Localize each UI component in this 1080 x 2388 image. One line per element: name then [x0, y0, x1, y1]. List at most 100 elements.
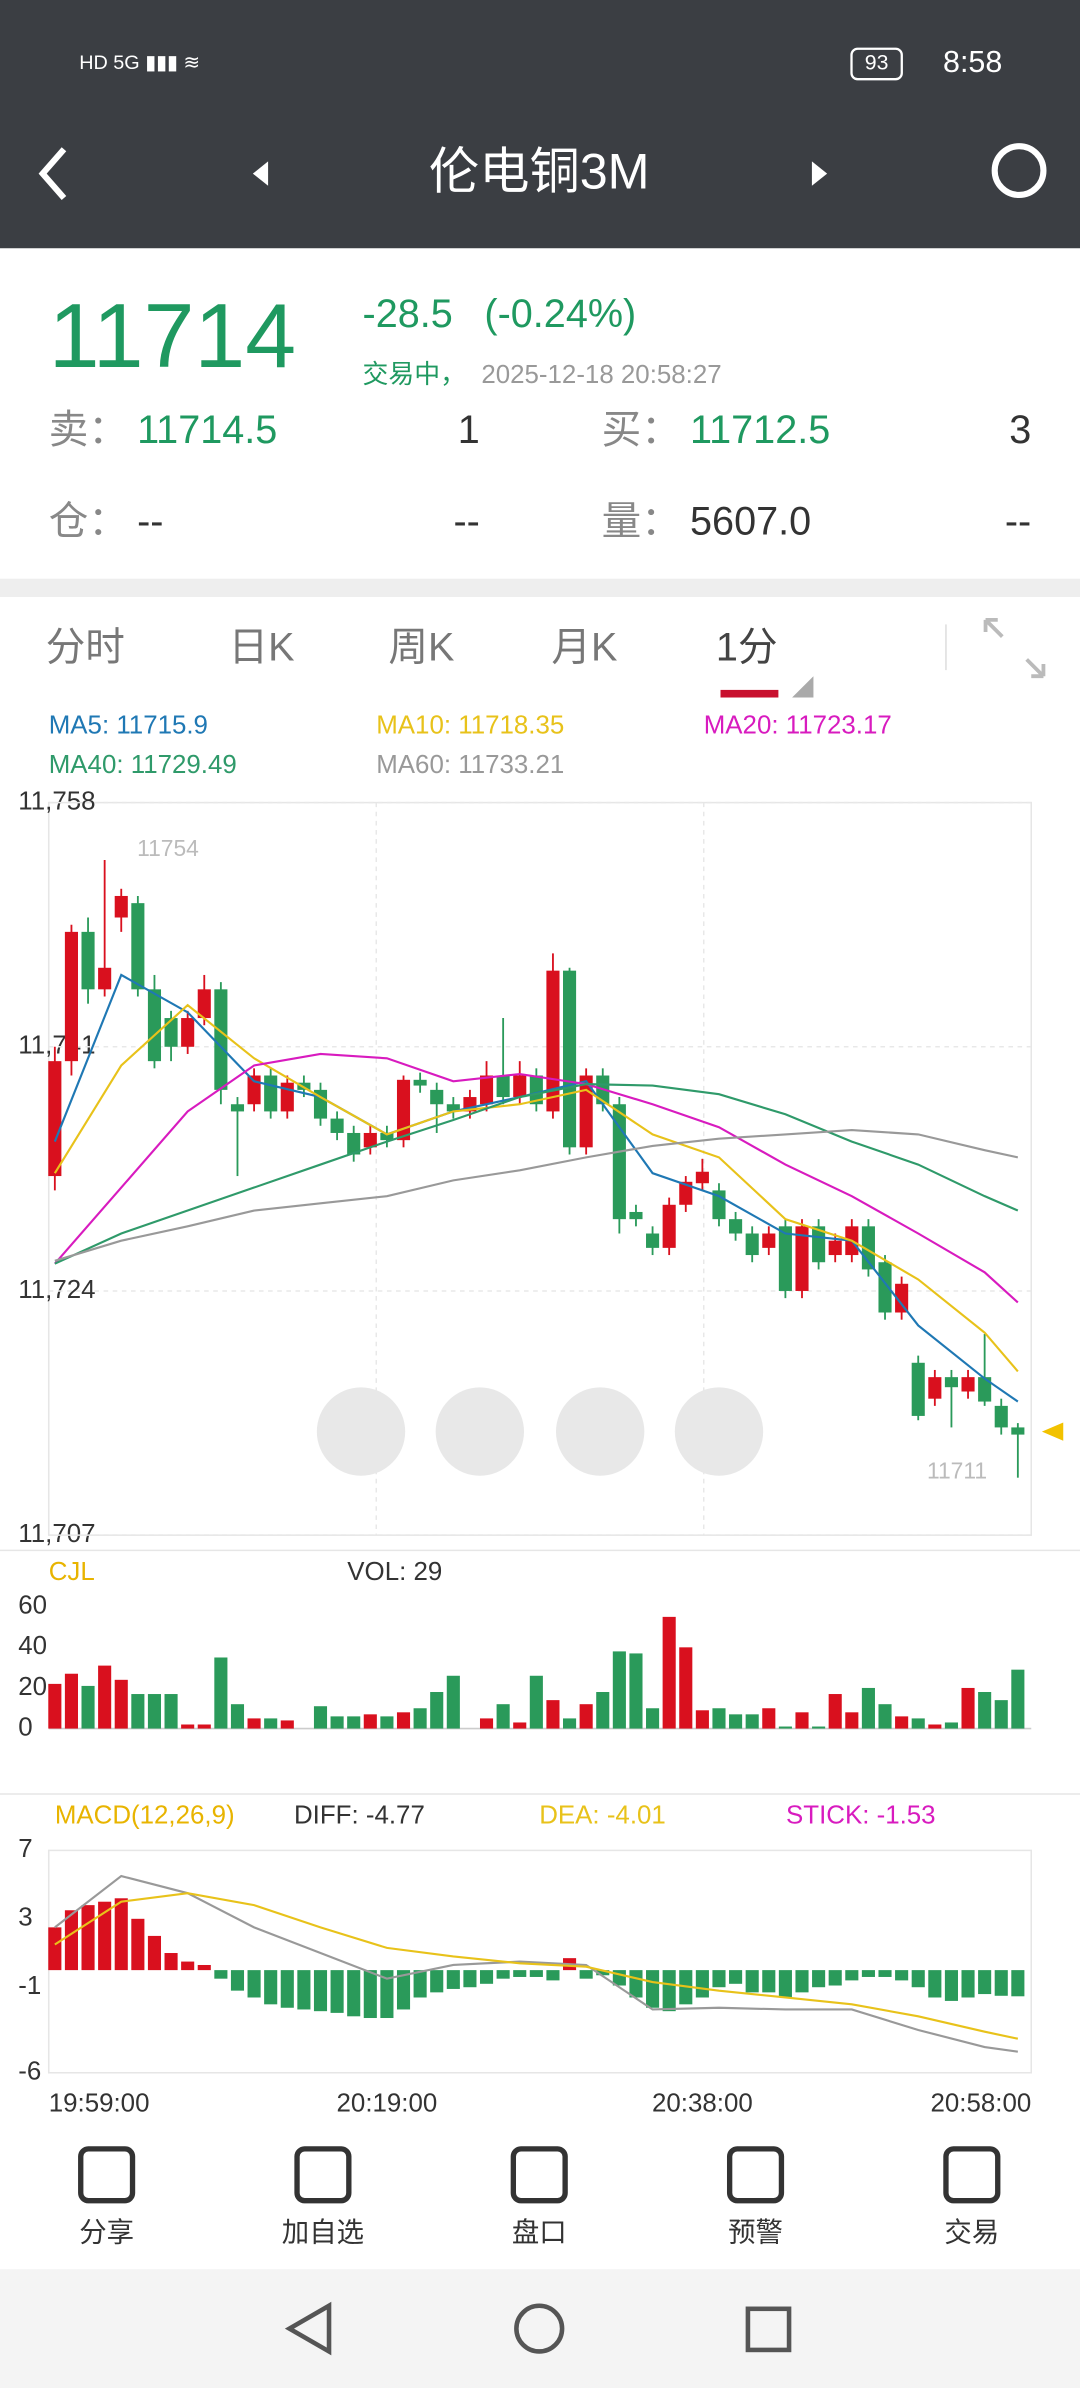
candle-body [878, 1262, 892, 1313]
tab-dropdown[interactable] [792, 676, 814, 698]
volume-bar [944, 1722, 958, 1729]
nav-label[interactable]: 预警 [728, 2216, 783, 2247]
macd-stick [994, 1970, 1008, 1996]
macd-stick [98, 1901, 112, 1971]
nav-label[interactable]: 交易 [944, 2216, 999, 2247]
sys-back[interactable] [284, 2301, 332, 2356]
sys-home[interactable] [514, 2303, 565, 2354]
macd-stick [479, 1970, 494, 1984]
quote-cell: 买： [602, 408, 681, 452]
y-tick-label: 0 [18, 1713, 32, 1741]
zoom-in-button[interactable] [555, 1387, 645, 1476]
fullscreen-button[interactable] [983, 617, 1046, 679]
candle-body [147, 989, 162, 1062]
macd-stick [396, 1970, 411, 2010]
candle-body [380, 1132, 394, 1141]
candle-body [363, 1132, 377, 1148]
legend-entry: DIFF: -4.77 [294, 1802, 425, 1830]
nav-label[interactable]: 盘口 [512, 2216, 567, 2247]
nav-icon [726, 2146, 785, 2204]
service-button[interactable] [991, 143, 1047, 198]
candle-body [994, 1405, 1008, 1428]
pan-right-button[interactable] [435, 1387, 525, 1476]
volume-bar [413, 1708, 427, 1729]
quote-cell: -- [137, 499, 163, 543]
volume-bar [396, 1712, 411, 1729]
tab[interactable]: 周K [388, 626, 454, 670]
change: -28.5 [363, 292, 453, 336]
macd-stick [446, 1970, 460, 1989]
macd-stick [413, 1970, 427, 1998]
macd-stick [347, 1970, 361, 2017]
candle-body [546, 970, 560, 1112]
candle-body [729, 1219, 743, 1234]
candle-body [695, 1171, 709, 1184]
ma-line [54, 1892, 1019, 2040]
candle-body [895, 1283, 909, 1313]
macd-stick [330, 1970, 344, 2013]
macd-stick [978, 1970, 992, 1995]
tab[interactable]: 日K [228, 626, 294, 670]
y-tick-label: 60 [18, 1592, 47, 1620]
macd-stick [646, 1970, 660, 2008]
macd-stick [778, 1970, 792, 1998]
candle-body [131, 903, 145, 990]
candle-body [944, 1377, 958, 1388]
ma-line [54, 1052, 1019, 1304]
legend-entry: DEA: -4.01 [539, 1802, 666, 1830]
volume-bar [845, 1712, 859, 1729]
top-bar [0, 0, 1080, 249]
tab[interactable]: 月K [551, 626, 617, 670]
y-tick-label: 11,707 [18, 1520, 95, 1548]
back-button[interactable] [38, 147, 67, 200]
nav-icon [943, 2146, 1001, 2204]
macd-stick [264, 1970, 278, 2005]
candle-body [778, 1226, 792, 1291]
tab-underline [720, 689, 779, 698]
candle-body [164, 1018, 178, 1047]
prev-button[interactable] [252, 161, 269, 186]
macd-stick [878, 1970, 892, 1977]
volume-bar [579, 1704, 593, 1729]
volume-bar [214, 1657, 228, 1729]
macd-stick [64, 1910, 78, 1971]
quote-cell: 仓： [49, 499, 128, 543]
volume-bar [264, 1718, 278, 1729]
chart-title: MACD(12,26,9) [55, 1802, 235, 1830]
macd-stick [895, 1970, 909, 1981]
candle-body [762, 1233, 776, 1248]
volume-bar [479, 1718, 494, 1729]
nav-label[interactable]: 分享 [79, 2216, 134, 2247]
macd-stick [546, 1970, 560, 1981]
volume-bar [961, 1687, 975, 1729]
macd-stick [928, 1970, 942, 1998]
candle-body [745, 1233, 759, 1256]
volume-bar [280, 1720, 294, 1729]
volume-bar [496, 1704, 510, 1729]
candle-body [330, 1118, 344, 1133]
macd-stick [114, 1898, 128, 1971]
candle-body [81, 931, 95, 990]
quote-cell: 11714.5 [137, 408, 277, 452]
nav-label[interactable]: 加自选 [282, 2216, 364, 2247]
y-tick-label: 11,724 [18, 1276, 95, 1304]
zoom-out-button[interactable] [674, 1387, 764, 1476]
volume-bar [994, 1700, 1008, 1729]
x-tick-label: 20:38:00 [652, 2090, 753, 2118]
volume-bar [695, 1710, 709, 1729]
volume-bar [679, 1647, 693, 1729]
pan-left-button[interactable] [316, 1387, 406, 1476]
macd-stick [430, 1970, 444, 1993]
legend-entry: MA5: 11715.9 [49, 711, 208, 739]
candle-body [496, 1075, 510, 1098]
legend-entry: MA10: 11718.35 [376, 711, 564, 739]
macd-stick [911, 1970, 925, 1988]
tab[interactable]: 1分 [716, 626, 778, 670]
sys-recent[interactable] [745, 2306, 792, 2353]
next-button[interactable] [811, 161, 828, 186]
quote-rows: 卖： 11714.5 1 买： 11712.5 3仓： -- -- 量： 5607.0 -- [49, 408, 1032, 543]
macd-stick [164, 1953, 178, 1971]
candle-body [98, 967, 112, 990]
tab[interactable]: 分时 [46, 626, 125, 670]
